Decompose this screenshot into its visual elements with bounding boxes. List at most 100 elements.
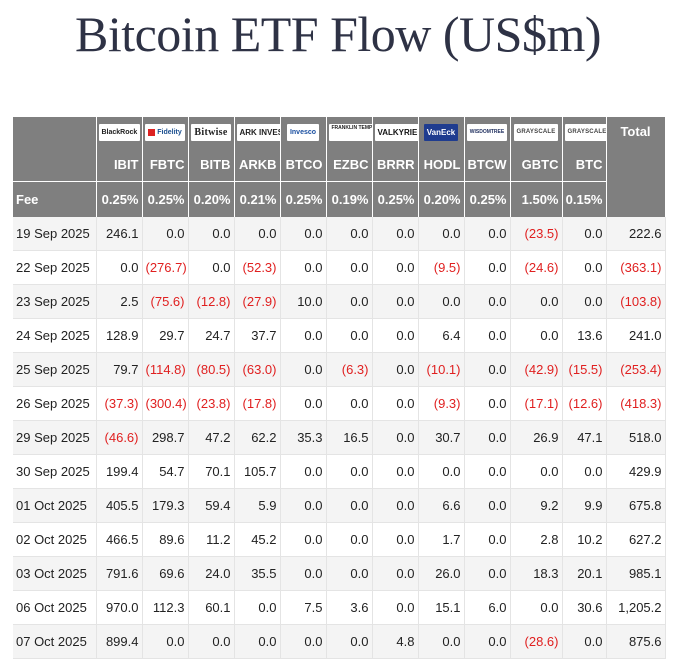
flow-cell: 20.1 — [562, 556, 607, 591]
flow-cell: 0.0 — [96, 250, 143, 285]
flow-cell: 0.0 — [326, 250, 373, 285]
ticker-btco: BTCO — [280, 148, 327, 182]
flow-cell: (300.4) — [142, 386, 189, 421]
flow-cell: 0.0 — [562, 250, 607, 285]
ticker-ibit: IBIT — [96, 148, 143, 182]
table-row: 03 Oct 2025 791.6 69.6 24.0 35.5 0.0 0.0 0.0 26.… — [13, 556, 666, 591]
flow-cell: 0.0 — [234, 590, 281, 625]
flow-cell: (28.6) — [510, 624, 563, 659]
table-row: 22 Sep 2025 0.0 (276.7) 0.0 (52.3) 0.0 0.0 0.0(… — [13, 250, 666, 285]
flow-cell: 30.7 — [418, 420, 465, 455]
date-cell: 06 Oct 2025 — [13, 590, 97, 625]
fidelity-mark-icon — [148, 128, 156, 136]
flow-cell: 60.1 — [188, 590, 235, 625]
flow-cell: (6.3) — [326, 352, 373, 387]
flow-cell: 0.0 — [326, 217, 373, 251]
flow-cell: 0.0 — [562, 284, 607, 319]
flow-cell: 11.2 — [188, 522, 235, 557]
flow-cell: 0.0 — [234, 217, 281, 251]
flow-cell: 0.0 — [326, 386, 373, 421]
flow-cell: 0.0 — [188, 217, 235, 251]
flow-cell: 405.5 — [96, 488, 143, 523]
fee-ezbc: 0.19% — [326, 181, 373, 217]
flow-cell: 16.5 — [326, 420, 373, 455]
flow-cell: 26.9 — [510, 420, 563, 455]
flow-cell: 0.0 — [372, 420, 419, 455]
total-cell: 627.2 — [606, 522, 666, 557]
total-cell: 429.9 — [606, 454, 666, 489]
ticker-btc: BTC — [562, 148, 607, 182]
ticker-row: IBIT FBTC BITB ARKB BTCO EZBC BRRR HODL … — [13, 148, 665, 182]
flow-cell: 0.0 — [464, 318, 511, 353]
flow-cell: 0.0 — [372, 250, 419, 285]
wisdomtree-logo: WISDOMTREE — [466, 124, 508, 142]
flow-cell: 0.0 — [510, 318, 563, 353]
total-cell: (253.4) — [606, 352, 666, 387]
table-row: 07 Oct 2025 899.4 0.0 0.0 0.0 0.0 0.0 4.8 0.0 0.0… — [13, 624, 666, 659]
flow-cell: 0.0 — [372, 488, 419, 523]
date-cell: 07 Oct 2025 — [13, 624, 97, 659]
flow-cell: 30.6 — [562, 590, 607, 625]
flow-cell: 0.0 — [464, 488, 511, 523]
date-cell: 19 Sep 2025 — [13, 217, 97, 251]
flow-cell: 246.1 — [96, 217, 143, 251]
flow-cell: 0.0 — [464, 386, 511, 421]
date-cell: 25 Sep 2025 — [13, 352, 97, 387]
flow-cell: 128.9 — [96, 318, 143, 353]
table-row: 30 Sep 2025 199.4 54.7 70.1 105.7 0.0 0.0 0.0 0.… — [13, 454, 666, 489]
flow-cell: 3.6 — [326, 590, 373, 625]
flow-cell: 0.0 — [372, 556, 419, 591]
flow-cell: (15.5) — [562, 352, 607, 387]
flow-cell: 0.0 — [464, 454, 511, 489]
flow-cell: 0.0 — [280, 318, 327, 353]
flow-cell: 0.0 — [188, 624, 235, 659]
ticker-gbtc: GBTC — [510, 148, 563, 182]
flow-cell: 0.0 — [326, 624, 373, 659]
ticker-bitb: BITB — [188, 148, 235, 182]
flow-cell: 0.0 — [372, 386, 419, 421]
flow-cell: 45.2 — [234, 522, 281, 557]
fee-brrr: 0.25% — [372, 181, 419, 217]
date-cell: 29 Sep 2025 — [13, 420, 97, 455]
flow-cell: 26.0 — [418, 556, 465, 591]
flow-cell: 24.0 — [188, 556, 235, 591]
flow-cell: 15.1 — [418, 590, 465, 625]
flow-cell: (17.1) — [510, 386, 563, 421]
flow-cell: (12.6) — [562, 386, 607, 421]
total-cell: (418.3) — [606, 386, 666, 421]
flow-cell: 105.7 — [234, 454, 281, 489]
ticker-ezbc: EZBC — [326, 148, 373, 182]
flow-cell: 0.0 — [464, 556, 511, 591]
fee-btc: 0.15% — [562, 181, 607, 217]
flow-cell: 6.6 — [418, 488, 465, 523]
flow-cell: 62.2 — [234, 420, 281, 455]
logo-cell: Bitwise — [188, 117, 235, 148]
flow-cell: 0.0 — [418, 284, 465, 319]
flow-cell: 35.5 — [234, 556, 281, 591]
flow-cell: 9.9 — [562, 488, 607, 523]
table-row: 24 Sep 2025 128.9 29.7 24.7 37.7 0.0 0.0 0.0 6.4… — [13, 318, 666, 353]
flow-cell: (9.5) — [418, 250, 465, 285]
flow-cell: 37.7 — [234, 318, 281, 353]
page-title: Bitcoin ETF Flow (US$m) — [74, 6, 602, 62]
flow-cell: 0.0 — [464, 352, 511, 387]
flow-cell: (63.0) — [234, 352, 281, 387]
flow-cell: 29.7 — [142, 318, 189, 353]
flow-cell: 47.1 — [562, 420, 607, 455]
valkyrie-logo: VALKYRIE — [374, 124, 417, 142]
flow-cell: 59.4 — [188, 488, 235, 523]
flow-cell: 0.0 — [464, 522, 511, 557]
flow-cell: 0.0 — [464, 284, 511, 319]
ticker-btcw: BTCW — [464, 148, 511, 182]
flow-cell: 47.2 — [188, 420, 235, 455]
flow-cell: 5.9 — [234, 488, 281, 523]
flow-cell: 0.0 — [280, 352, 327, 387]
date-cell: 03 Oct 2025 — [13, 556, 97, 591]
logo-cell: FRANKLIN TEMPLETON — [326, 117, 373, 148]
invesco-logo: Invesco — [286, 124, 320, 142]
flow-cell: 199.4 — [96, 454, 143, 489]
flow-cell: 0.0 — [326, 284, 373, 319]
total-cell: 1,205.2 — [606, 590, 666, 625]
fee-label: Fee — [13, 181, 97, 217]
flow-cell: 0.0 — [418, 454, 465, 489]
